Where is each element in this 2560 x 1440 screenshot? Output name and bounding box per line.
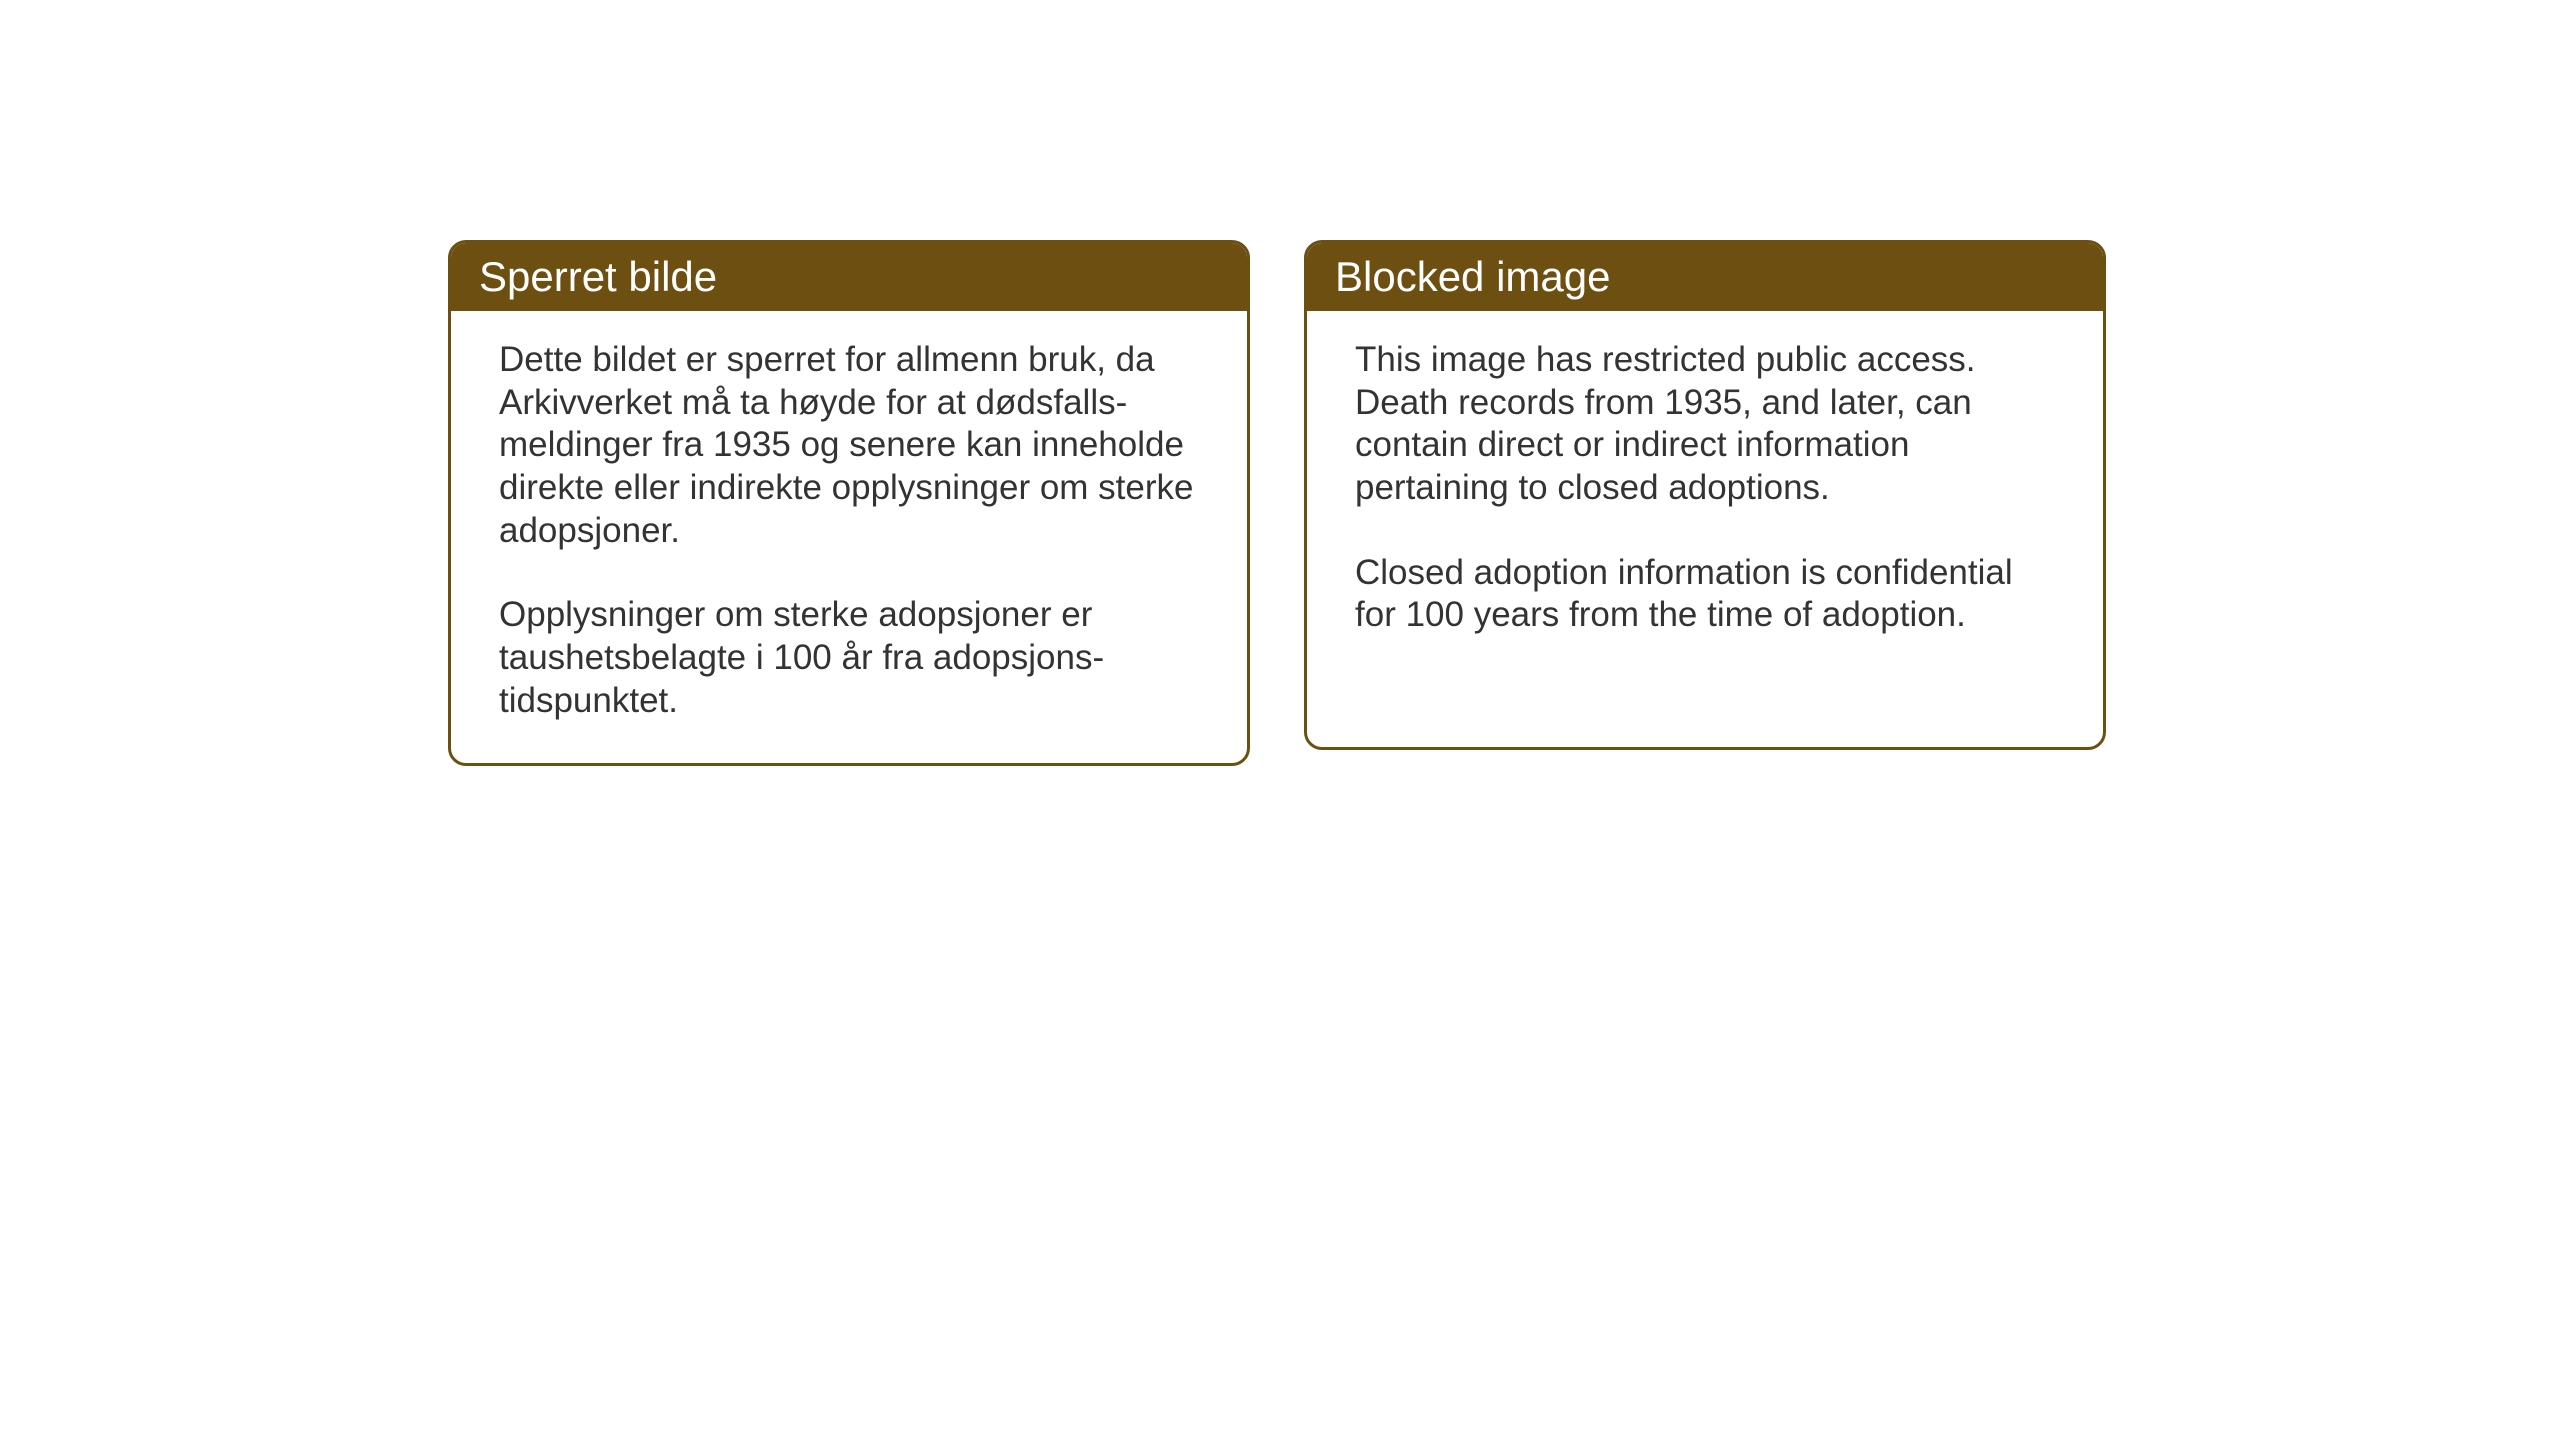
card-paragraph1-norwegian: Dette bildet er sperret for allmenn bruk… xyxy=(499,339,1199,552)
card-title-norwegian: Sperret bilde xyxy=(479,253,717,300)
card-body-english: This image has restricted public access.… xyxy=(1307,311,2103,677)
card-header-english: Blocked image xyxy=(1307,243,2103,311)
card-paragraph2-norwegian: Opplysninger om sterke adopsjoner er tau… xyxy=(499,594,1199,722)
card-paragraph1-english: This image has restricted public access.… xyxy=(1355,339,2055,510)
card-norwegian: Sperret bilde Dette bildet er sperret fo… xyxy=(448,240,1250,766)
card-body-norwegian: Dette bildet er sperret for allmenn bruk… xyxy=(451,311,1247,763)
card-header-norwegian: Sperret bilde xyxy=(451,243,1247,311)
card-title-english: Blocked image xyxy=(1335,253,1610,300)
card-paragraph2-english: Closed adoption information is confident… xyxy=(1355,552,2055,637)
cards-container: Sperret bilde Dette bildet er sperret fo… xyxy=(448,240,2106,766)
card-english: Blocked image This image has restricted … xyxy=(1304,240,2106,750)
